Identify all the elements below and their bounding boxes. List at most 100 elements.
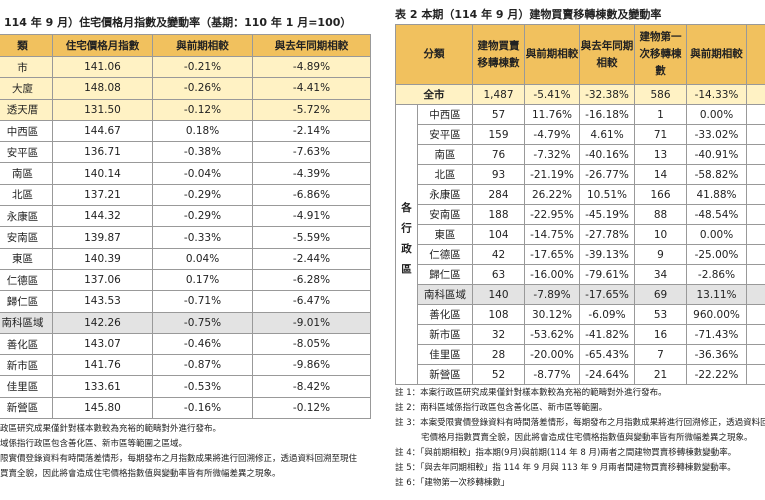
table-cell: -41.82% bbox=[579, 324, 635, 345]
table-cell: -2.14% bbox=[252, 119, 371, 143]
table-cell: -17.65% bbox=[579, 284, 635, 305]
table-cell: -9.01% bbox=[252, 311, 371, 334]
table-cell: -24.64% bbox=[579, 364, 635, 385]
table-cell: -5.41% bbox=[524, 84, 580, 105]
table-row: 仁德區 42 -17.65% -39.13% 9 -25.00% bbox=[396, 244, 765, 265]
table-cell: -65.43% bbox=[579, 344, 635, 365]
table-cell: -58.82% bbox=[686, 164, 747, 185]
header-row: 分類 建物買賣移轉棟數 與前期相較 與去年同期相較 建物第一次移轉棟數 與前期相較 bbox=[395, 24, 765, 85]
table-cell: 284 bbox=[472, 184, 525, 205]
table-cell: 安南區 bbox=[0, 226, 53, 249]
table-row: 安南區 139.87 -0.33% -5.59% bbox=[0, 226, 371, 249]
table-cell: -0.04% bbox=[152, 162, 253, 185]
table-row: 市 141.06 -0.21% -4.89% bbox=[0, 55, 371, 79]
note: 宅價格月指數買賣全貌，因此將會造成住宅價格指數值與變動率皆有所微幅差異之現象。 bbox=[421, 433, 753, 443]
table-cell: 139.87 bbox=[52, 226, 153, 249]
table-row: 永康區 144.32 -0.29% -4.91% bbox=[0, 205, 371, 228]
table-cell: 1 bbox=[634, 104, 687, 125]
table-row: 仁德區 137.06 0.17% -6.28% bbox=[0, 268, 371, 292]
group-label-text: 各行政區 bbox=[399, 202, 414, 284]
table-cell: 南區 bbox=[0, 162, 53, 185]
header-cell: 與前期相較 bbox=[524, 24, 580, 85]
table-cell: -0.75% bbox=[152, 311, 253, 334]
table-row: 南區 140.14 -0.04% -4.39% bbox=[0, 162, 371, 185]
table-cell: -53.62% bbox=[524, 324, 580, 345]
table-row: 東區 140.39 0.04% -2.44% bbox=[0, 247, 371, 270]
table-cell: 137.21 bbox=[52, 183, 153, 207]
table-cell: 善化區 bbox=[0, 332, 53, 356]
table-row: 中西區 144.67 0.18% -2.14% bbox=[0, 119, 371, 143]
header-row: 類住宅價格月指數 與前期相較 與去年同期相較 bbox=[0, 34, 371, 57]
table-cell: 10 bbox=[634, 224, 687, 245]
table-cell bbox=[746, 364, 765, 385]
table-cell bbox=[746, 184, 765, 205]
table-cell: 140.39 bbox=[52, 247, 153, 270]
table-cell: -0.12% bbox=[152, 98, 253, 121]
table-cell: -7.89% bbox=[524, 284, 580, 305]
header-cell: 與去年同期相較 bbox=[252, 34, 371, 57]
table-cell: 131.50 bbox=[52, 98, 153, 121]
table-cell: 42 bbox=[472, 244, 525, 265]
table-cell: -14.33% bbox=[686, 84, 747, 105]
header-cell: 與去年同期相較 bbox=[579, 24, 635, 85]
table-cell: -8.05% bbox=[252, 332, 371, 356]
table-cell: 安平區 bbox=[417, 124, 473, 145]
table-cell: 新營區 bbox=[0, 396, 53, 420]
table-cell: -0.16% bbox=[152, 396, 253, 420]
note: 註 6：「建物第一次移轉棟數」 bbox=[395, 478, 510, 488]
table-cell bbox=[746, 144, 765, 165]
table-cell: 159 bbox=[472, 124, 525, 145]
header-cell: 與前期相較 bbox=[686, 24, 747, 85]
header-cell: 類 bbox=[0, 34, 53, 57]
note: 限實價登錄資料有時間落差情形，每期發布之月指數成果將進行回溯修正，透過資料回溯至… bbox=[0, 454, 358, 464]
table-row: 各行政區 中西區 57 11.76% -16.18% 1 0.00% bbox=[395, 104, 765, 385]
table-cell: -0.53% bbox=[152, 375, 253, 398]
table-cell: 東區 bbox=[0, 247, 53, 270]
table-cell: 0.00% bbox=[686, 104, 747, 125]
table-cell: -0.29% bbox=[152, 205, 253, 228]
table-row: 北區 93 -21.19% -26.77% 14 -58.82% bbox=[396, 164, 765, 185]
table-cell: 歸仁區 bbox=[0, 290, 53, 313]
table-cell: -0.38% bbox=[152, 141, 253, 164]
table-row: 東區 104 -14.75% -27.78% 10 0.00% bbox=[396, 224, 765, 245]
table-cell: -6.86% bbox=[252, 183, 371, 207]
table-row: 善化區 108 30.12% -6.09% 53 960.00% bbox=[396, 304, 765, 325]
header-cell bbox=[746, 24, 765, 85]
table-cell: 11.76% bbox=[524, 104, 580, 125]
table-cell: -26.77% bbox=[579, 164, 635, 185]
table-cell: 93 bbox=[472, 164, 525, 185]
note: 註 4：「與前期相較」指本期(9月)與前期(114 年 8 月)兩者之間建物買賣… bbox=[395, 448, 737, 458]
table-cell: 133.61 bbox=[52, 375, 153, 398]
table-cell: 53 bbox=[634, 304, 687, 325]
table-cell: 88 bbox=[634, 204, 687, 225]
table-cell: 善化區 bbox=[417, 304, 473, 325]
table-cell: -0.46% bbox=[152, 332, 253, 356]
table-cell: -0.21% bbox=[152, 55, 253, 79]
right-title: 表 2 本期（114 年 9 月）建物買賣移轉棟數及變動率 bbox=[395, 8, 662, 21]
table-cell: 9 bbox=[634, 244, 687, 265]
table-cell: -0.33% bbox=[152, 226, 253, 249]
table-cell: 安平區 bbox=[0, 141, 53, 164]
table-cell bbox=[746, 224, 765, 245]
table-cell: 新市區 bbox=[0, 354, 53, 377]
table-cell bbox=[746, 304, 765, 325]
table-cell: 14 bbox=[634, 164, 687, 185]
table-cell: 透天厝 bbox=[0, 98, 53, 121]
table-cell: -0.26% bbox=[152, 77, 253, 100]
table-cell: 新市區 bbox=[417, 324, 473, 345]
table-cell: 34 bbox=[634, 264, 687, 285]
left-panel: 114 年 9 月）住宅價格月指數及變動率（基期：110 年 1 月=100） … bbox=[0, 0, 372, 500]
table-cell: 北區 bbox=[417, 164, 473, 185]
table-cell: -8.42% bbox=[252, 375, 371, 398]
table-cell: -0.71% bbox=[152, 290, 253, 313]
table-cell: -5.72% bbox=[252, 98, 371, 121]
table-cell: 141.06 bbox=[52, 55, 153, 79]
group-label: 各行政區 bbox=[395, 104, 418, 385]
table-cell: 13.11% bbox=[686, 284, 747, 305]
table-cell: 7 bbox=[634, 344, 687, 365]
header-cell: 分類 bbox=[395, 24, 473, 85]
table-cell: 0.04% bbox=[152, 247, 253, 270]
table-cell: -27.78% bbox=[579, 224, 635, 245]
table-cell: 586 bbox=[634, 84, 687, 105]
table-cell: 188 bbox=[472, 204, 525, 225]
